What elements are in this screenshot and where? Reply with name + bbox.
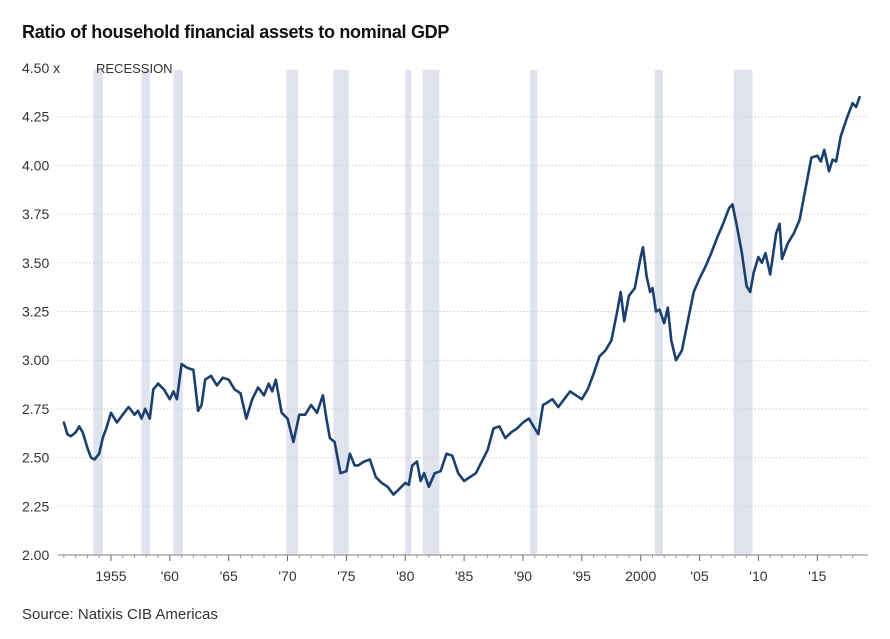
- y-tick-label: 4.00: [22, 157, 49, 173]
- x-tick-label: '95: [573, 568, 591, 584]
- x-tick-label: '90: [514, 568, 532, 584]
- series-line: [62, 95, 861, 496]
- x-tick-label: 2000: [625, 568, 656, 584]
- recession-band-10: [733, 70, 753, 555]
- recession-band-5: [333, 70, 349, 555]
- y-tick-label: 4.25: [22, 109, 49, 125]
- y-axis-tick-labels: 2.00 2.25 2.50 2.75 3.00 3.25 3.50 3.75 4.00 4.25…: [22, 60, 60, 563]
- line-chart: 2.00 2.25 2.50 2.75 3.00 3.25 3.50 3.75 4.00 4.25…: [22, 60, 868, 584]
- x-tick-label: '70: [278, 568, 296, 584]
- x-axis-tick-labels: 1955 '60 '65 '70 '75 '80 '85 '90 '95 2000 '05 '10 '1…: [63, 555, 854, 584]
- recession-band-6: [405, 70, 412, 555]
- x-tick-label: '10: [749, 568, 767, 584]
- y-tick-label: 2.25: [22, 498, 49, 514]
- y-tick-label: 3.00: [22, 352, 49, 368]
- recession-band-9: [654, 70, 664, 555]
- y-tick-label: 2.75: [22, 401, 49, 417]
- x-tick-label: '80: [396, 568, 414, 584]
- x-tick-label: '85: [455, 568, 473, 584]
- recession-band-3: [173, 70, 183, 555]
- y-tick-label: 2.00: [22, 547, 49, 563]
- recession-band-2: [141, 70, 150, 555]
- recession-band-1: [93, 70, 103, 555]
- x-tick-label: '60: [161, 568, 179, 584]
- x-tick-label: '15: [808, 568, 826, 584]
- recession-band-7: [422, 70, 440, 555]
- y-tick-label: 3.25: [22, 304, 49, 320]
- x-tick-label: '65: [220, 568, 238, 584]
- recession-band-8: [530, 70, 538, 555]
- y-tick-label: 4.50 x: [22, 60, 60, 76]
- y-tick-label: 2.50: [22, 450, 49, 466]
- recession-band-4: [286, 70, 299, 555]
- recession-label: RECESSION: [96, 61, 173, 76]
- x-tick-label: 1955: [95, 568, 126, 584]
- source-note: Source: Natixis CIB Americas: [22, 606, 218, 623]
- x-tick-label: '75: [337, 568, 355, 584]
- y-tick-label: 3.75: [22, 206, 49, 222]
- recession-bands: [93, 70, 753, 555]
- y-tick-label: 3.50: [22, 255, 49, 271]
- chart-title: Ratio of household financial assets to n…: [22, 22, 450, 42]
- x-tick-label: '05: [690, 568, 708, 584]
